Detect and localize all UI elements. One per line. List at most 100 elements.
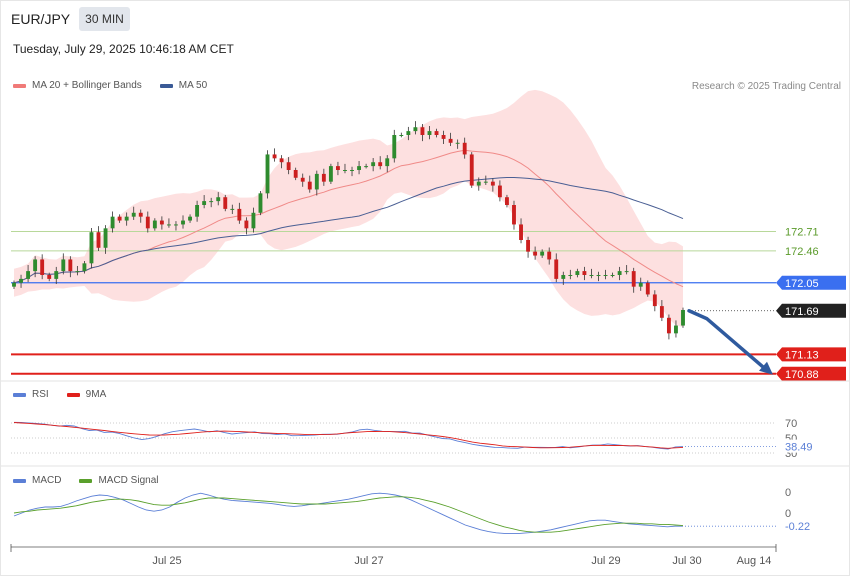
- candle-body: [75, 271, 80, 273]
- x-tick-label: Jul 30: [672, 555, 701, 567]
- candle: [378, 156, 383, 170]
- candle: [420, 123, 425, 142]
- candle: [251, 207, 256, 233]
- candle-body: [103, 228, 108, 248]
- ma50-legend-label: MA 50: [178, 80, 208, 91]
- candle-body: [26, 271, 31, 279]
- candle-body: [12, 282, 16, 287]
- candle-body: [378, 162, 383, 167]
- candle-body: [497, 185, 502, 198]
- bollinger-band: [14, 89, 683, 328]
- candle-body: [399, 135, 404, 136]
- candle: [272, 148, 277, 162]
- candle: [441, 130, 446, 145]
- candle-body: [314, 173, 319, 190]
- timestamp: Tuesday, July 29, 2025 10:46:18 AM CET: [13, 42, 234, 56]
- candle-body: [96, 232, 101, 248]
- candle-body: [596, 275, 601, 276]
- ma20-legend-label: MA 20 + Bollinger Bands: [32, 80, 142, 91]
- candle-body: [223, 197, 228, 209]
- candle-body: [448, 138, 453, 143]
- candle: [483, 175, 488, 185]
- candle: [610, 272, 615, 278]
- x-tick-label: Aug 14: [737, 555, 772, 567]
- rsi-swatch: [13, 392, 26, 397]
- credit-text: Research © 2025 Trading Central: [691, 81, 841, 92]
- support-tag-4: [776, 347, 846, 362]
- candle-body: [159, 220, 164, 225]
- timeframe-badge[interactable]: 30 MIN: [79, 7, 130, 31]
- candle: [307, 175, 312, 193]
- candle-body: [638, 282, 643, 287]
- macd-swatch: [13, 478, 26, 483]
- macd-tick-label: 0: [785, 487, 791, 499]
- last-price-label: 171.69: [785, 306, 819, 318]
- candle-body: [230, 208, 235, 210]
- candle: [526, 236, 531, 258]
- candle-body: [406, 131, 411, 135]
- candle-body: [505, 197, 509, 205]
- candle-body: [364, 166, 369, 168]
- candle: [138, 209, 143, 223]
- candle-body: [188, 216, 192, 221]
- candle: [12, 280, 16, 289]
- candle-body: [152, 220, 157, 229]
- candle-body: [181, 220, 185, 225]
- candle-body: [476, 181, 481, 186]
- x-axis: Jul 25 Jul 27 Jul 29 Jul 30 Aug 14: [1, 380, 849, 567]
- candle-body: [258, 193, 263, 213]
- candle: [589, 268, 594, 279]
- candle: [448, 132, 453, 147]
- candle: [413, 121, 418, 135]
- candle-body: [610, 275, 615, 276]
- candle: [258, 191, 263, 216]
- ma50-swatch: [159, 83, 173, 88]
- candle-body: [350, 170, 354, 171]
- candle: [110, 211, 115, 233]
- candle: [681, 307, 685, 328]
- candle: [399, 132, 404, 138]
- rsi-legend: RSI 9MA: [13, 389, 106, 400]
- candle-body: [166, 224, 171, 226]
- candle: [624, 265, 629, 275]
- candle: [596, 271, 601, 282]
- candle-body: [131, 212, 136, 217]
- resistance-label-1: 172.46: [785, 246, 819, 258]
- candle: [188, 214, 192, 223]
- candle: [26, 265, 31, 283]
- symbol-title: EUR/JPY: [11, 11, 71, 27]
- candle: [131, 206, 136, 220]
- candle: [364, 163, 369, 169]
- macd-line: [13, 492, 683, 534]
- candle-body: [124, 216, 129, 221]
- candle-body: [19, 278, 23, 283]
- candle-body: [526, 240, 531, 252]
- candle-body: [40, 259, 45, 275]
- candle-body: [561, 275, 566, 279]
- candle: [455, 139, 460, 149]
- candle: [117, 214, 122, 223]
- candle: [286, 157, 291, 175]
- candle: [561, 271, 566, 285]
- macd-signal-line: [13, 496, 684, 533]
- candle: [631, 267, 636, 293]
- candle: [434, 128, 439, 138]
- candle: [497, 180, 502, 202]
- candle: [19, 274, 23, 288]
- candle: [575, 268, 580, 278]
- candle-body: [540, 251, 545, 256]
- rsi-last-bg: [780, 439, 820, 453]
- candlesticks: [12, 121, 685, 340]
- candle-body: [244, 220, 249, 229]
- candle: [343, 163, 347, 174]
- candle: [638, 277, 643, 291]
- candle: [202, 195, 207, 209]
- candle-body: [385, 158, 390, 167]
- candle: [512, 200, 516, 230]
- forecast-arrow: [687, 309, 773, 375]
- candle-body: [603, 275, 608, 276]
- ma50-line: [13, 177, 684, 284]
- candle: [603, 269, 608, 280]
- candle: [293, 167, 298, 181]
- candle-body: [547, 251, 552, 260]
